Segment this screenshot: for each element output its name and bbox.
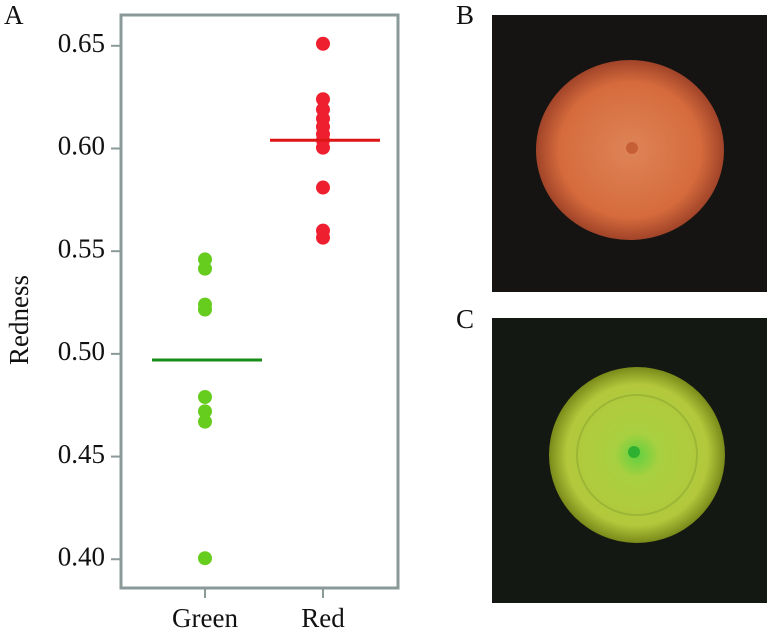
point [316, 92, 330, 107]
y-tick-label: 0.40 [58, 541, 105, 571]
point [198, 390, 212, 404]
point [316, 180, 330, 195]
y-tick-label: 0.65 [58, 28, 105, 58]
point [316, 36, 330, 51]
photo-c [492, 318, 767, 603]
panel-label: C [456, 304, 474, 334]
point [198, 414, 212, 429]
point [198, 551, 212, 566]
panel-label: B [456, 0, 474, 30]
point [198, 302, 212, 317]
point [198, 404, 212, 419]
panel-label: A [4, 0, 24, 30]
y-tick-label: 0.45 [58, 439, 105, 469]
x-tick-label: Red [301, 603, 345, 633]
point [316, 230, 330, 245]
y-tick-label: 0.50 [58, 336, 105, 366]
plot-frame [119, 13, 400, 590]
photo-b [492, 15, 767, 292]
point [198, 261, 212, 276]
y-tick-label: 0.55 [58, 233, 105, 263]
point [316, 140, 330, 155]
y-tick-label: 0.60 [58, 131, 105, 161]
x-tick-label: Green [172, 603, 238, 633]
y-axis-label: Redness [4, 275, 34, 365]
